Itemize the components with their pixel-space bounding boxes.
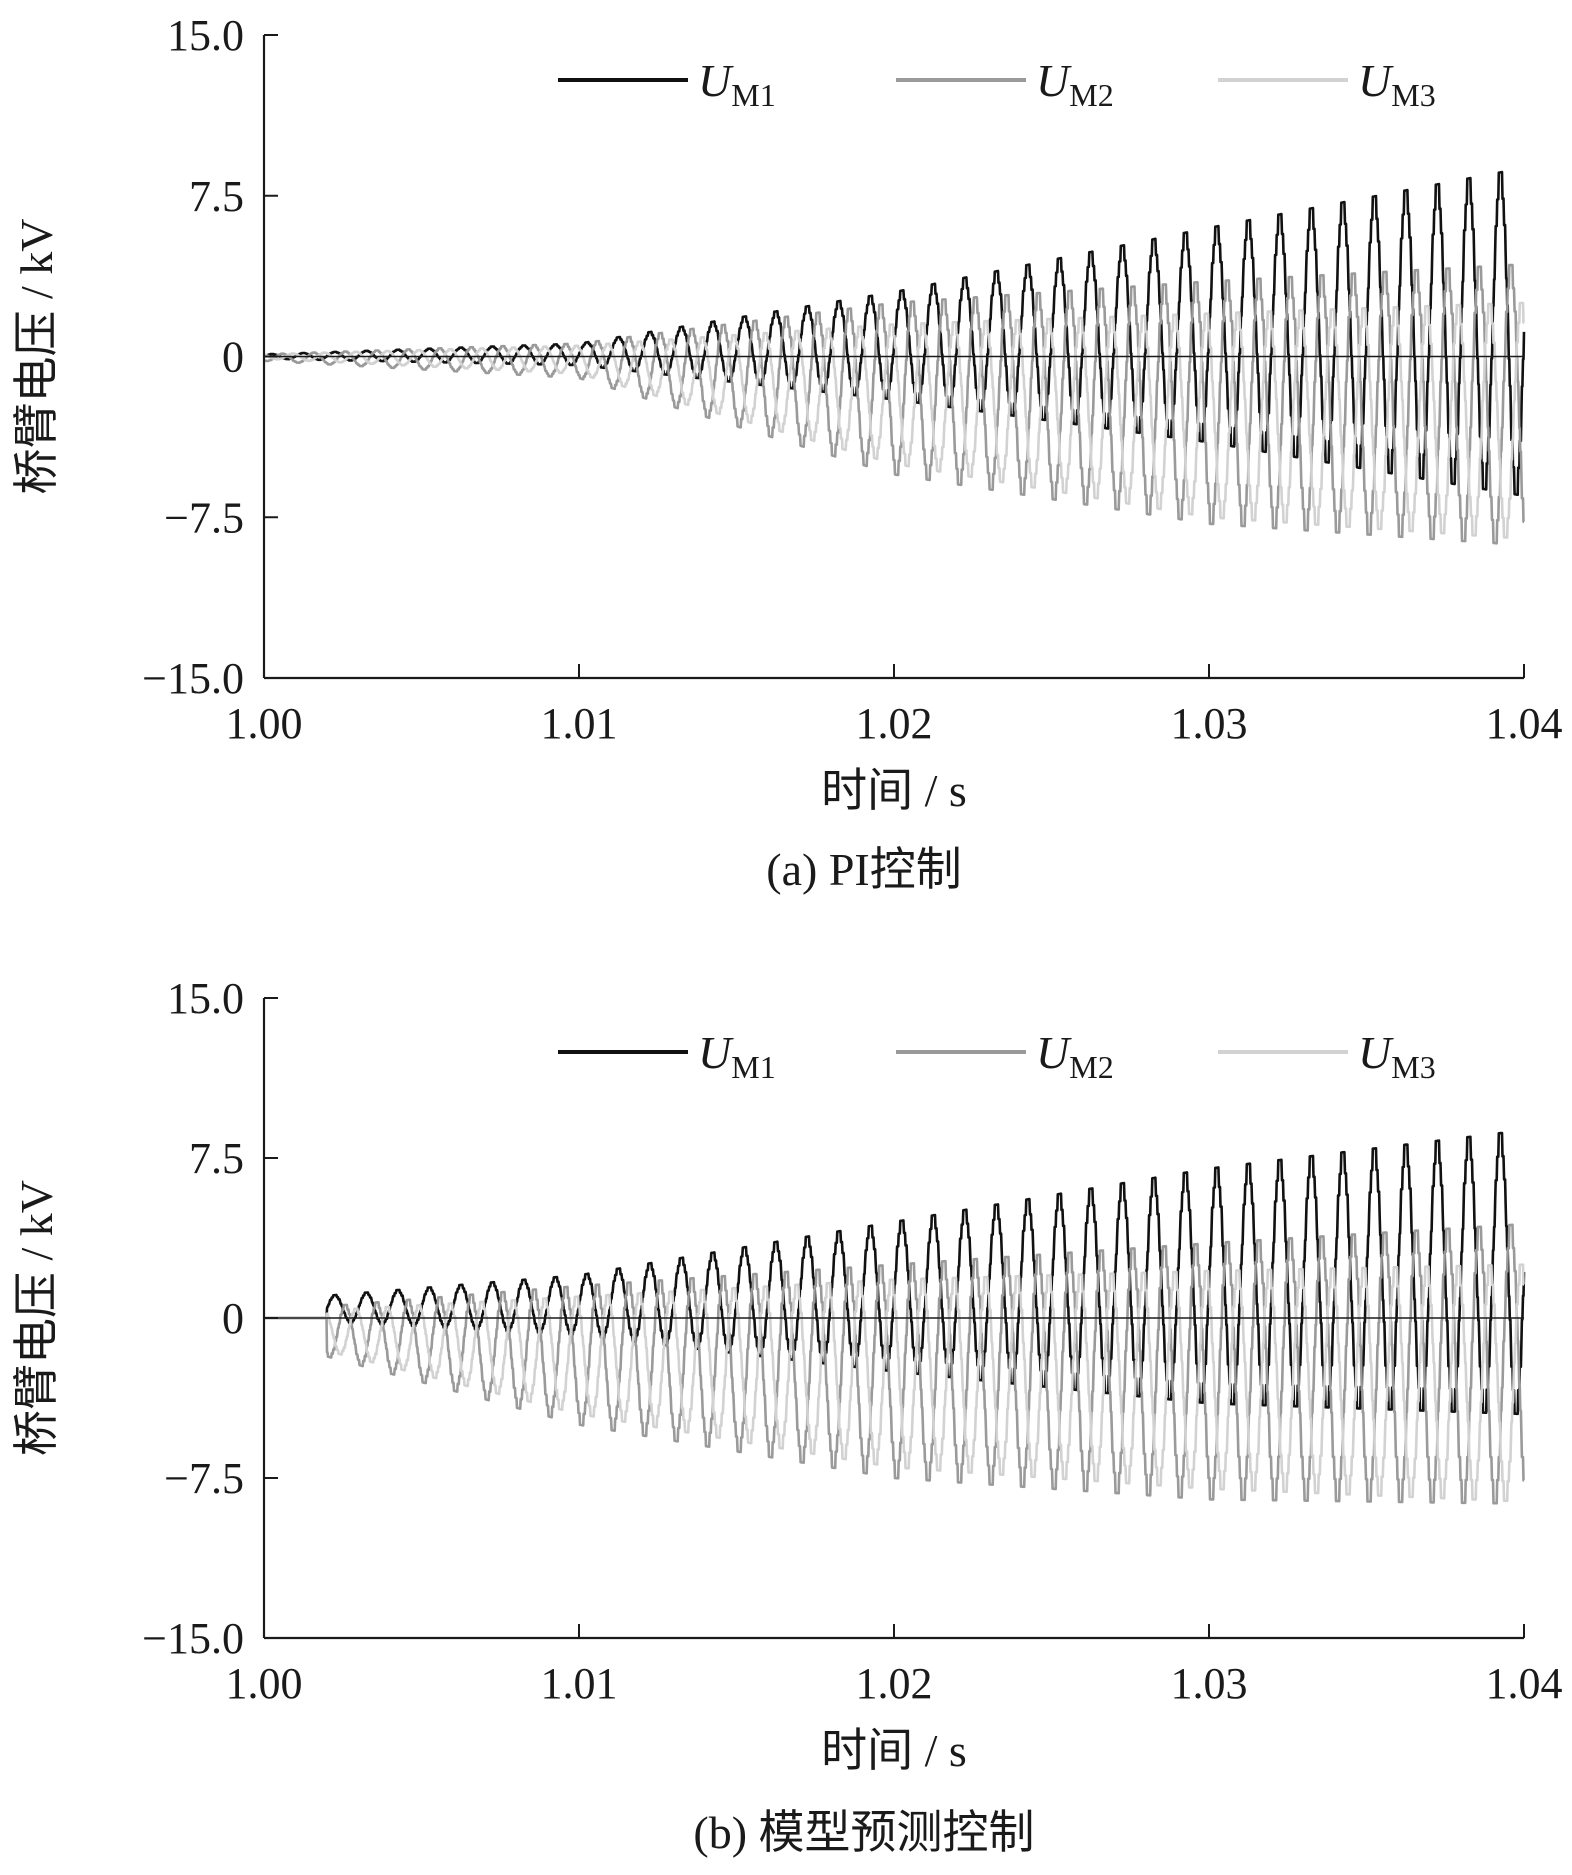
y-axis-label: 桥臂电压 / kV — [11, 1180, 62, 1456]
y-tick-label: −15.0 — [142, 1614, 244, 1663]
y-tick-label: −7.5 — [164, 493, 244, 542]
series-group — [263, 1131, 1526, 1505]
series-line-um3 — [263, 1263, 1525, 1503]
x-tick-label: 1.04 — [1486, 1659, 1563, 1708]
series-line-um2 — [263, 263, 1525, 545]
x-tick-label: 1.00 — [226, 1659, 303, 1708]
chart-panel-a: 15.0 7.5 0 −7.5 −15.01.00 1.01 1.02 1.03 1.04 时间 … — [11, 11, 1563, 895]
x-tick-label: 1.01 — [541, 1659, 618, 1708]
x-tick-label: 1.03 — [1171, 699, 1248, 748]
x-tick-label: 1.01 — [541, 699, 618, 748]
series-line-um2 — [263, 1223, 1525, 1505]
x-tick-label: 1.02 — [856, 1659, 933, 1708]
x-tick-label: 1.04 — [1486, 699, 1563, 748]
panel-caption: (a) PI控制 — [766, 844, 961, 895]
series-line-um3 — [263, 301, 1525, 539]
y-tick-label: 7.5 — [189, 1134, 244, 1183]
y-tick-label: 15.0 — [167, 11, 244, 60]
legend-label: UM2 — [1036, 55, 1114, 113]
y-tick-label: 15.0 — [167, 974, 244, 1023]
x-tick-label: 1.00 — [226, 699, 303, 748]
y-tick-label: 0 — [222, 1294, 244, 1343]
x-tick-label: 1.02 — [856, 699, 933, 748]
x-axis-label: 时间 / s — [821, 1725, 967, 1776]
y-tick-label: 7.5 — [189, 172, 244, 221]
legend-label: UM3 — [1358, 1027, 1436, 1085]
series-group — [263, 170, 1526, 545]
y-tick-label: −7.5 — [164, 1454, 244, 1503]
panel-caption: (b) 模型预测控制 — [693, 1807, 1034, 1858]
legend-label: UM1 — [698, 1027, 776, 1085]
chart-panel-b: 15.0 7.5 0 −7.5 −15.01.00 1.01 1.02 1.03 1.04 时间 … — [11, 974, 1563, 1858]
y-tick-label: 0 — [222, 333, 244, 382]
legend-label: UM1 — [698, 55, 776, 113]
x-tick-label: 1.03 — [1171, 1659, 1248, 1708]
y-axis-label: 桥臂电压 / kV — [11, 219, 62, 495]
legend-label: UM3 — [1358, 55, 1436, 113]
legend-label: UM2 — [1036, 1027, 1114, 1085]
x-axis-label: 时间 / s — [821, 765, 967, 816]
y-tick-label: −15.0 — [142, 654, 244, 703]
